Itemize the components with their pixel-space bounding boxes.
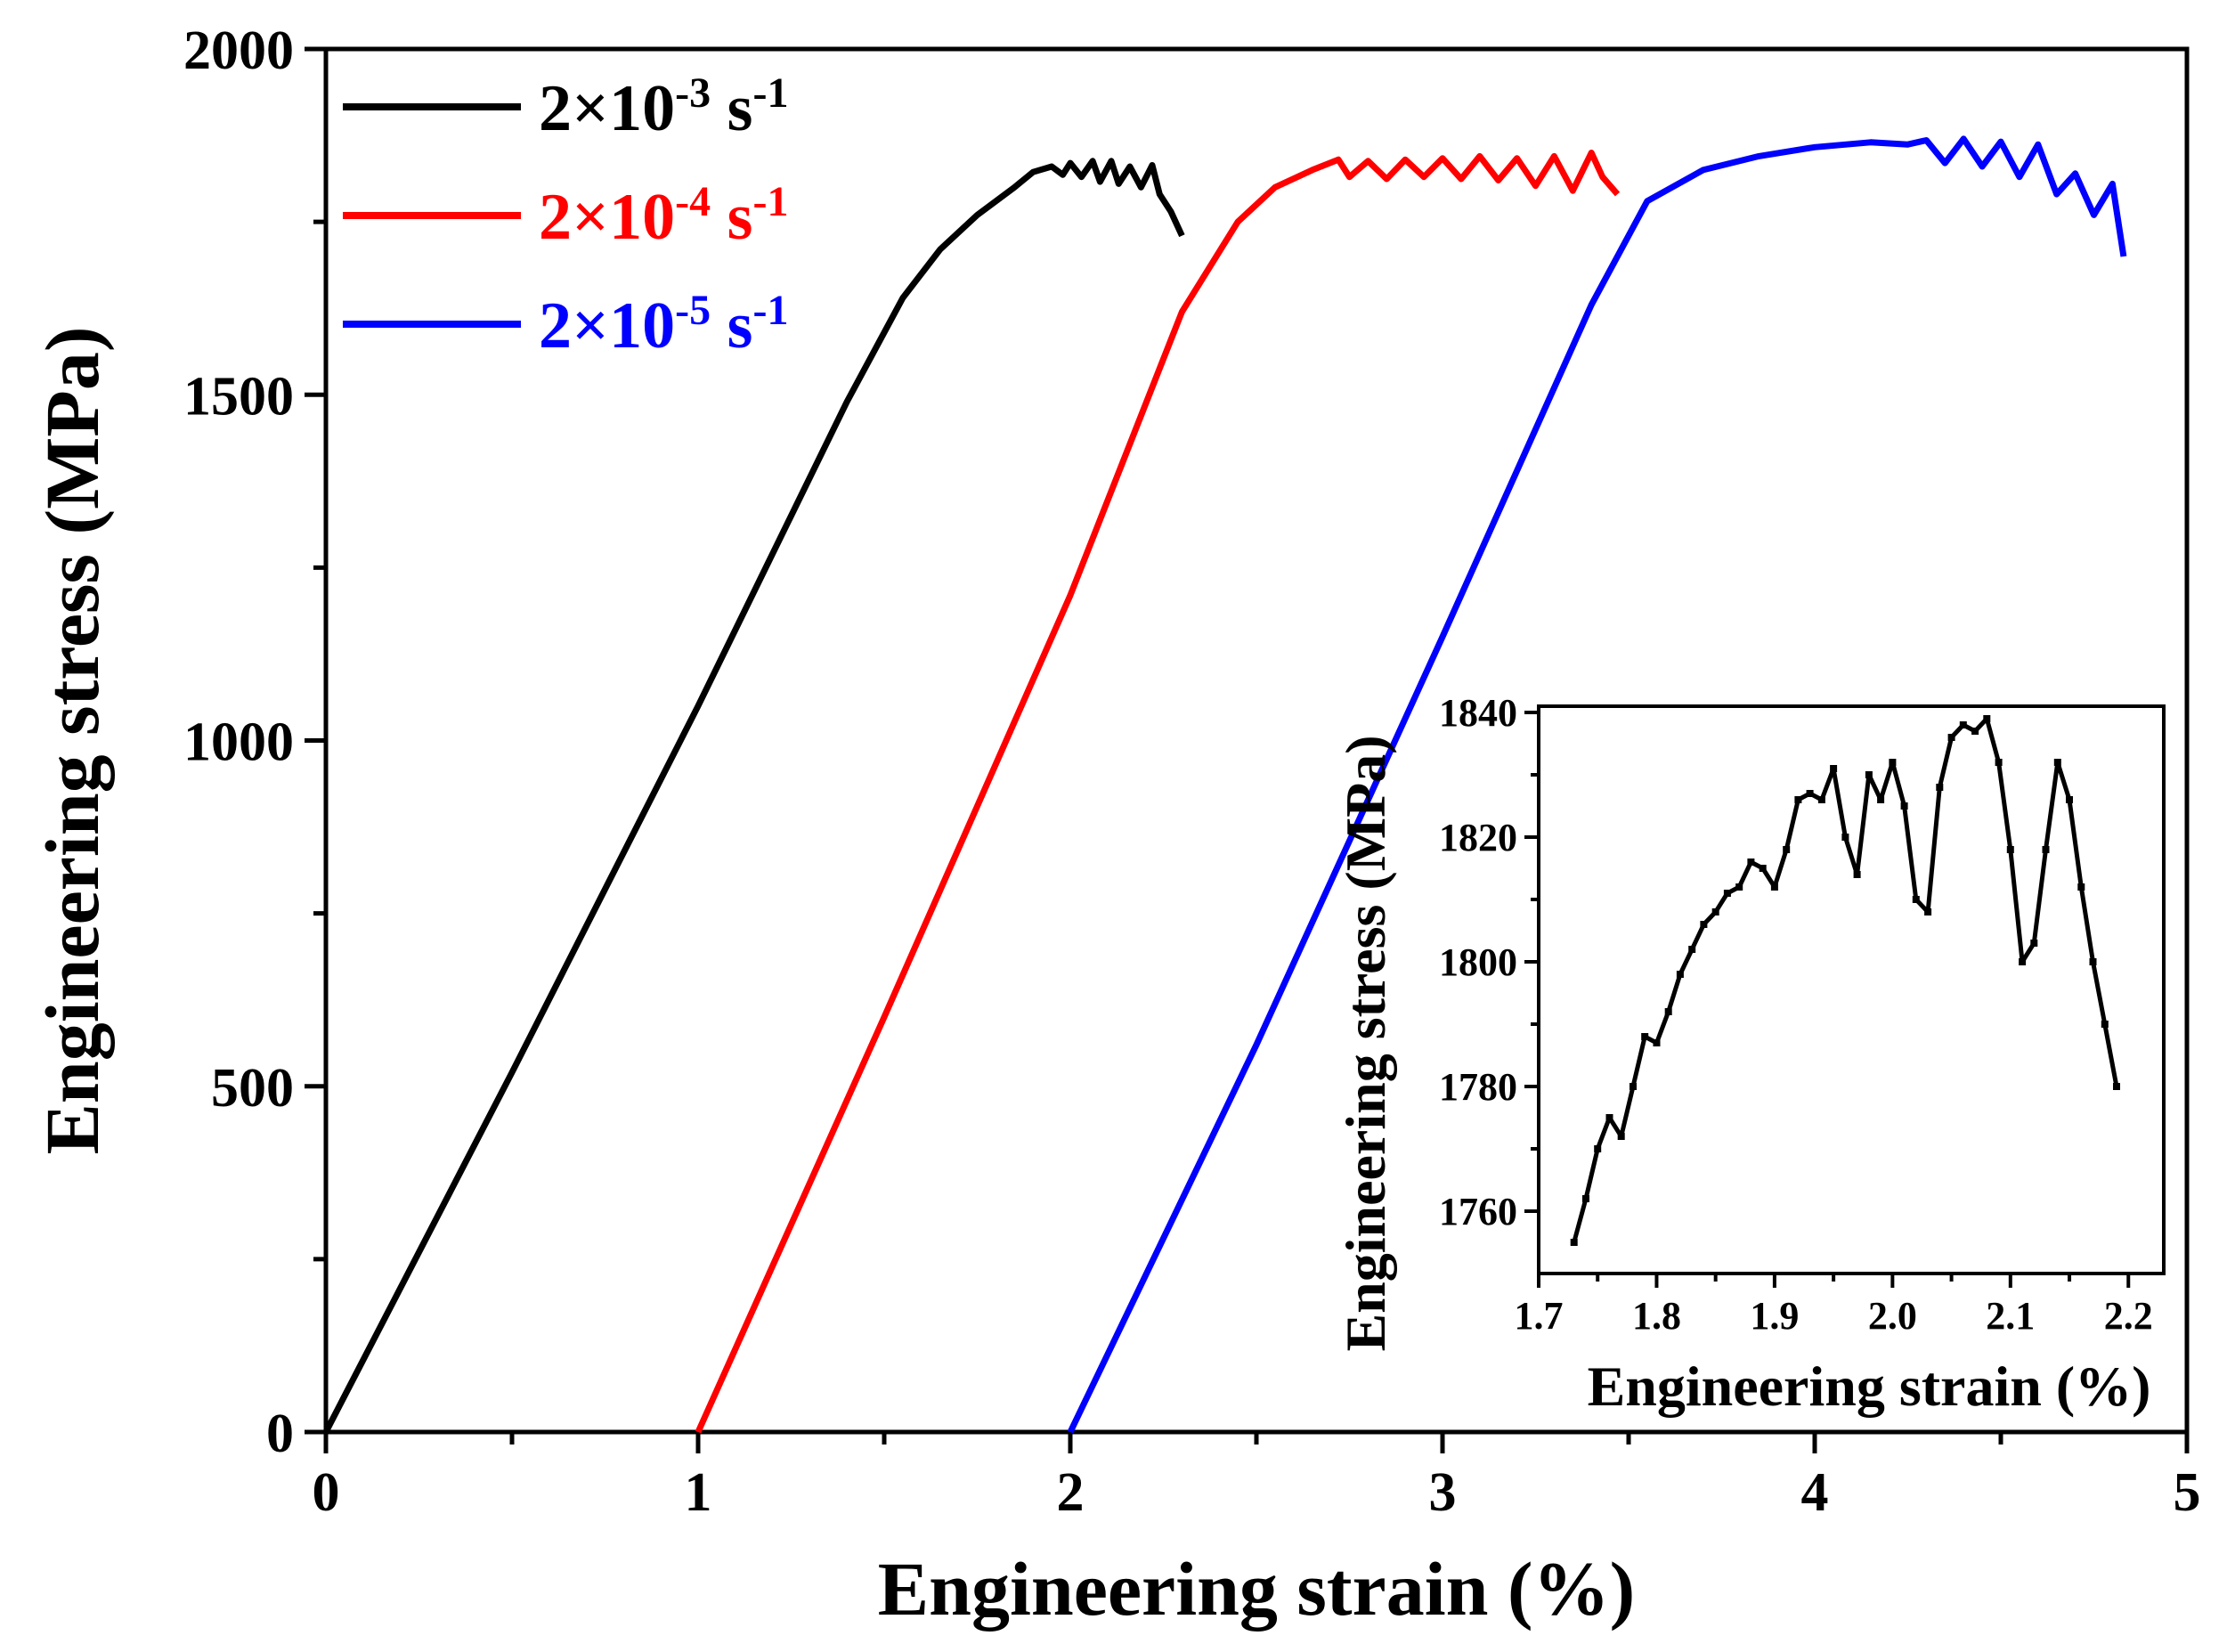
inset-data-point — [1900, 802, 1908, 810]
inset-plot-frame — [1537, 704, 2166, 1275]
inset-x-tick-label: 1.9 — [1750, 1294, 1799, 1338]
inset-x-tick-label: 1.8 — [1632, 1294, 1681, 1338]
main-x-tick-label: 4 — [1801, 1462, 1829, 1523]
inset-data-point — [2053, 759, 2061, 766]
inset-data-point — [1582, 1195, 1589, 1202]
inset-y-tick-label: 1780 — [1439, 1065, 1517, 1109]
inset-data-point — [1783, 846, 1791, 853]
legend: 2×10-3 s-1 2×10-4 s-1 2×10-5 s-1 — [343, 69, 788, 363]
inset-data-point — [1806, 790, 1814, 797]
inset-data-point — [2030, 940, 2038, 947]
inset-data-point — [1617, 1133, 1625, 1140]
inset-y-axis-label: Engineering stress (MPa) — [1334, 735, 1397, 1351]
inset-y-tick-label: 1800 — [1439, 940, 1517, 984]
inset-data-point — [1570, 1239, 1578, 1246]
inset-data-point — [2066, 796, 2073, 803]
legend-label-3: 2×10-5 s-1 — [539, 287, 788, 363]
main-y-tick-label: 1500 — [183, 366, 294, 427]
inset-data-point — [1770, 883, 1778, 891]
main-plot: 0 1 2 3 4 5 0 500 1000 1500 2000 Engineering strai… — [29, 20, 2201, 1632]
inset-x-tick-label: 1.7 — [1515, 1294, 1564, 1338]
inset-data-point — [1594, 1145, 1602, 1152]
main-series-lines — [322, 135, 2127, 1434]
inset-x-tick-label: 2.1 — [1986, 1294, 2035, 1338]
main-axis-ticks: 0 1 2 3 4 5 0 500 1000 1500 2000 — [183, 20, 2201, 1523]
inset-data-point — [1877, 796, 1885, 803]
inset-data-point — [1947, 734, 1955, 741]
inset-data-point — [1735, 883, 1743, 891]
inset-data-point — [1794, 796, 1802, 803]
legend-label-2: 2×10-4 s-1 — [539, 178, 788, 255]
inset-data-point — [1630, 1083, 1637, 1090]
inset-data-point — [2077, 883, 2085, 891]
inset-data-point — [1711, 908, 1719, 916]
inset-data-point — [1959, 721, 1967, 728]
inset-data-point — [2089, 958, 2097, 965]
main-x-axis-label: Engineering strain (%) — [878, 1546, 1635, 1632]
inset-data-point — [1759, 865, 1767, 872]
inset-x-axis-label: Engineering strain (%) — [1588, 1355, 2151, 1418]
inset-data-point — [1853, 871, 1861, 878]
inset-x-tick-label: 2.0 — [1868, 1294, 1917, 1338]
inset-plot: 1.7 1.8 1.9 2.0 2.1 2.2 1760 1780 1800 1820 1840 E… — [1334, 691, 2166, 1418]
inset-data-point — [2019, 958, 2027, 965]
inset-data-point — [1830, 765, 1838, 772]
main-x-tick-label: 3 — [1429, 1462, 1457, 1523]
inset-data-point — [1912, 896, 1920, 903]
inset-data-point — [1865, 771, 1873, 778]
inset-data-point — [2006, 846, 2014, 853]
inset-y-tick-label: 1760 — [1439, 1190, 1517, 1233]
inset-data-point — [2042, 846, 2050, 853]
main-x-tick-label: 5 — [2174, 1462, 2201, 1523]
inset-data-point — [1605, 1114, 1613, 1121]
inset-x-tick-label: 2.2 — [2104, 1294, 2153, 1338]
inset-data-point — [1653, 1039, 1661, 1046]
main-y-tick-label: 2000 — [183, 20, 294, 81]
legend-label-1: 2×10-3 s-1 — [539, 69, 788, 146]
inset-data-point — [1700, 921, 1708, 928]
series-line-2 — [695, 150, 1621, 1434]
inset-axis-ticks: 1.7 1.8 1.9 2.0 2.1 2.2 1760 1780 1800 1820 1840 — [1439, 691, 2153, 1338]
inset-data-point — [2113, 1083, 2120, 1090]
series-line-1 — [322, 158, 1185, 1434]
inset-data-point — [1676, 971, 1684, 978]
inset-data-point — [1924, 908, 1932, 916]
inset-data-point — [1817, 796, 1825, 803]
main-y-tick-label: 1000 — [183, 712, 294, 773]
main-x-tick-label: 0 — [313, 1462, 340, 1523]
inset-data-point — [1889, 759, 1897, 766]
inset-data-point — [1747, 859, 1755, 866]
inset-data-point — [1841, 834, 1849, 841]
inset-data-point — [1971, 728, 1979, 735]
inset-data-point — [1641, 1033, 1649, 1040]
inset-data-point — [1664, 1008, 1672, 1015]
inset-data-point — [1995, 759, 2003, 766]
main-x-tick-label: 1 — [685, 1462, 712, 1523]
main-y-axis-label: Engineering stress (MPa) — [29, 327, 115, 1155]
main-y-tick-label: 500 — [211, 1058, 294, 1119]
main-y-tick-label: 0 — [266, 1404, 294, 1464]
series-line-3 — [1067, 135, 2127, 1434]
main-x-tick-label: 2 — [1057, 1462, 1085, 1523]
inset-series-lines — [1570, 715, 2120, 1246]
inset-data-point — [1983, 715, 1991, 722]
inset-data-point — [2101, 1021, 2109, 1028]
inset-y-tick-label: 1820 — [1439, 816, 1517, 859]
inset-data-point — [1723, 890, 1731, 897]
inset-data-point — [1936, 784, 1944, 791]
inset-y-tick-label: 1840 — [1439, 691, 1517, 735]
inset-data-point — [1688, 946, 1696, 953]
